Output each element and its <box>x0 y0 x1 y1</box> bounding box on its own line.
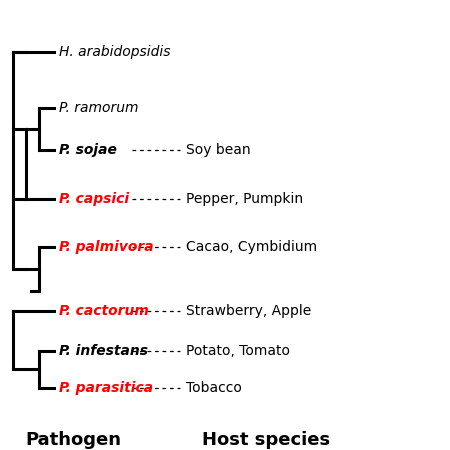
Text: P. parasitica: P. parasitica <box>58 381 153 395</box>
Text: Host species: Host species <box>202 431 330 449</box>
Text: H. arabidopsidis: H. arabidopsidis <box>58 45 170 59</box>
Text: Potato, Tomato: Potato, Tomato <box>186 343 290 358</box>
Text: Tobacco: Tobacco <box>186 381 242 395</box>
Text: Strawberry, Apple: Strawberry, Apple <box>186 304 311 318</box>
Text: Cacao, Cymbidium: Cacao, Cymbidium <box>186 240 317 254</box>
Text: P. palmivora: P. palmivora <box>58 240 153 254</box>
Text: P. cactorum: P. cactorum <box>58 304 148 318</box>
Text: P. sojae: P. sojae <box>58 143 117 157</box>
Text: Pepper, Pumpkin: Pepper, Pumpkin <box>186 193 303 207</box>
Text: Soy bean: Soy bean <box>186 143 251 157</box>
Text: P. ramorum: P. ramorum <box>58 101 138 115</box>
Text: P. infestans: P. infestans <box>58 343 148 358</box>
Text: Pathogen: Pathogen <box>26 431 122 449</box>
Text: P. capsici: P. capsici <box>58 193 129 207</box>
